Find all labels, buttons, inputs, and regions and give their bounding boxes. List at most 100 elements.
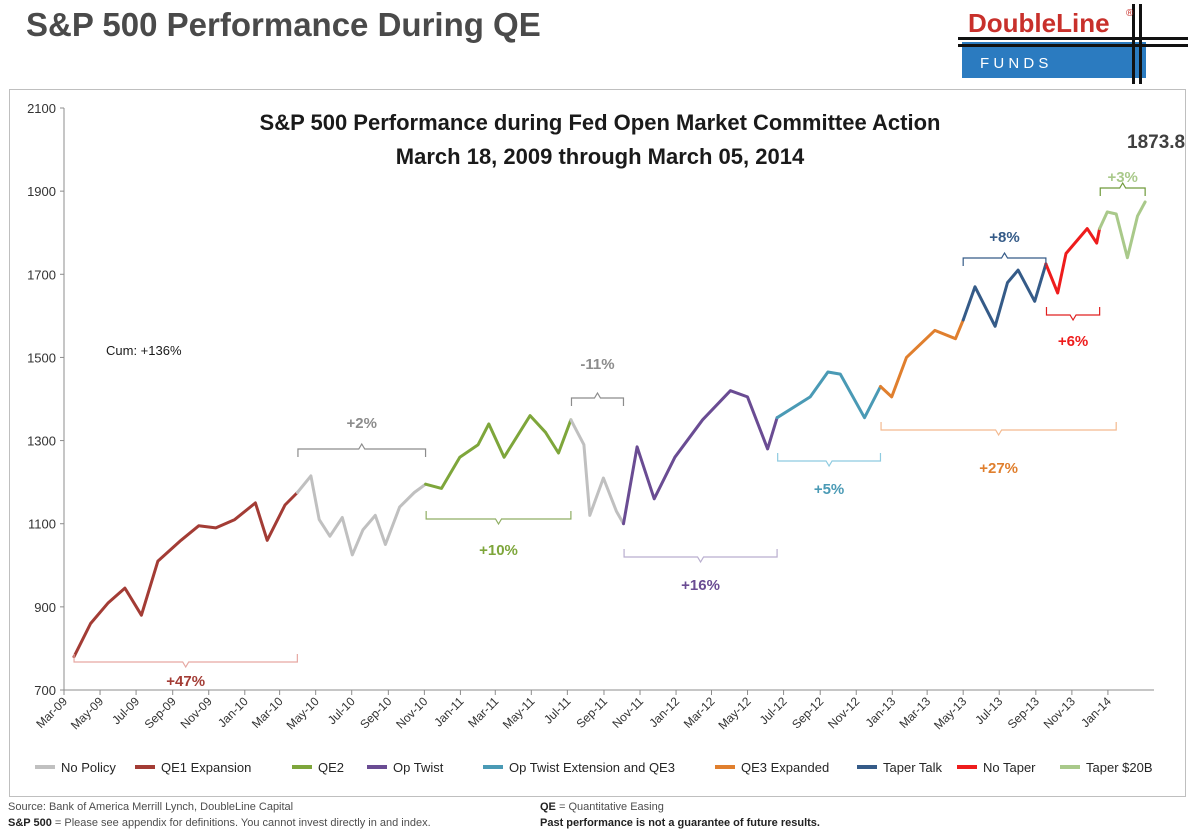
x-tick-label: Jul-11 xyxy=(541,694,574,727)
x-tick-label: Nov-11 xyxy=(610,694,647,731)
annotation-label: +6% xyxy=(1058,333,1088,350)
annotation-label: +16% xyxy=(681,577,720,594)
legend-label: No Policy xyxy=(61,760,116,775)
x-tick-label: Nov-10 xyxy=(393,694,430,731)
x-tick-label: Jan-14 xyxy=(1078,694,1114,730)
x-tick-label: Nov-12 xyxy=(825,694,862,731)
bracket-3 xyxy=(570,391,625,406)
annotation-label: +47% xyxy=(166,673,205,690)
x-tick-label: Jan-11 xyxy=(431,694,466,729)
x-tick-label: Sep-11 xyxy=(573,694,610,731)
footer-sp500-note: S&P 500 = Please see appendix for defini… xyxy=(8,815,431,831)
annotation-label: -11% xyxy=(580,356,614,373)
annotation-label: +10% xyxy=(479,542,518,559)
footer-qe-note: QE = Quantitative Easing xyxy=(540,799,820,815)
bracket-6 xyxy=(880,422,1117,437)
series-line-taper-talk xyxy=(961,262,1048,328)
legend-label: QE2 xyxy=(318,760,344,775)
x-tick-label: Sep-13 xyxy=(1005,694,1042,731)
x-tick-label: Sep-12 xyxy=(789,694,826,731)
bracket-0 xyxy=(73,654,298,669)
x-tick-label: Jul-09 xyxy=(109,694,142,727)
footer-right: QE = Quantitative Easing Past performanc… xyxy=(540,799,820,831)
sp500-chart: 700900110013001500170019002100Mar-09May-… xyxy=(27,101,1185,775)
chart-legend: No Policy QE1 Expansion QE2 Op Twist Op Twis… xyxy=(35,760,1153,775)
x-tick-label: Jul-13 xyxy=(972,694,1005,727)
footer-sp500-term: S&P 500 xyxy=(8,817,52,829)
y-tick-label: 1900 xyxy=(27,184,56,199)
chart-title: S&P 500 Performance during Fed Open Mark… xyxy=(260,110,941,135)
series-line-op-twist xyxy=(622,389,779,526)
x-tick-label: Nov-09 xyxy=(178,694,215,731)
x-tick-label: Nov-13 xyxy=(1041,694,1078,731)
bracket-1 xyxy=(297,442,427,457)
y-tick-label: 2100 xyxy=(27,101,56,116)
chart-subtitle: March 18, 2009 through March 05, 2014 xyxy=(396,144,805,169)
footer-source: Source: Bank of America Merrill Lynch, D… xyxy=(8,801,294,813)
y-tick-label: 700 xyxy=(34,683,56,698)
legend-label: Op Twist Extension and QE3 xyxy=(509,760,675,775)
series-line-taper-20b xyxy=(1098,200,1147,260)
annotation-label: +5% xyxy=(814,481,844,498)
bracket-5 xyxy=(777,453,882,468)
last-value-label: 1873.81 xyxy=(1127,132,1185,153)
x-tick-label: Mar-11 xyxy=(465,694,501,730)
legend-label: QE1 Expansion xyxy=(161,760,251,775)
x-tick-label: May-10 xyxy=(284,694,322,732)
x-tick-label: Sep-09 xyxy=(142,694,179,731)
legend-label: Taper Talk xyxy=(883,760,943,775)
bracket-2 xyxy=(425,511,572,526)
chart-brackets xyxy=(73,181,1146,669)
logo-wordmark: DoubleLine xyxy=(968,8,1110,38)
y-tick-label: 1500 xyxy=(27,350,56,365)
page-title: S&P 500 Performance During QE xyxy=(26,6,541,43)
doubleline-logo: DoubleLine ® F U N D S xyxy=(958,4,1188,84)
cumulative-label: Cum: +136% xyxy=(106,343,182,358)
bracket-4 xyxy=(623,549,778,564)
legend-label: No Taper xyxy=(983,760,1036,775)
footer-qe-def: = Quantitative Easing xyxy=(555,801,664,813)
logo-registered-mark: ® xyxy=(1126,8,1134,19)
annotation-label: +2% xyxy=(347,415,377,432)
x-tick-label: Mar-13 xyxy=(896,694,933,731)
footer-left: Source: Bank of America Merrill Lynch, D… xyxy=(8,799,431,831)
x-tick-label: May-13 xyxy=(931,694,969,732)
y-tick-label: 1700 xyxy=(27,267,56,282)
series-line-no-policy xyxy=(569,418,625,526)
annotation-label: +3% xyxy=(1107,169,1137,186)
annotation-label: +8% xyxy=(989,229,1019,246)
y-tick-label: 1100 xyxy=(28,517,56,532)
chart-labels: S&P 500 Performance during Fed Open Mark… xyxy=(106,110,1185,690)
x-tick-label: Sep-10 xyxy=(357,694,394,731)
x-tick-label: May-11 xyxy=(500,694,538,732)
legend-label: QE3 Expanded xyxy=(741,760,829,775)
logo-funds: F U N D S xyxy=(980,55,1048,72)
series-line-op-twist-extension-and-qe3 xyxy=(775,370,882,420)
y-tick-label: 900 xyxy=(34,600,56,615)
x-tick-label: May-09 xyxy=(68,694,106,732)
x-tick-label: Jan-12 xyxy=(646,694,682,730)
footer-qe-term: QE xyxy=(540,801,556,813)
annotation-label: +27% xyxy=(979,460,1018,477)
bracket-9 xyxy=(1099,181,1146,196)
legend-label: Taper $20B xyxy=(1086,760,1153,775)
chart-axes: 700900110013001500170019002100Mar-09May-… xyxy=(27,101,1154,732)
series-line-no-policy xyxy=(295,474,428,557)
x-tick-label: Mar-10 xyxy=(249,694,286,731)
bracket-7 xyxy=(962,251,1047,266)
footer-disclaimer: Past performance is not a guarantee of f… xyxy=(540,817,820,829)
series-line-qe3-expanded xyxy=(879,318,965,399)
series-line-qe1-expansion xyxy=(72,491,299,659)
x-tick-label: Mar-09 xyxy=(33,694,70,731)
x-tick-label: Jul-12 xyxy=(757,694,790,727)
series-line-qe2 xyxy=(424,414,573,490)
x-tick-label: Mar-12 xyxy=(681,694,718,731)
legend-label: Op Twist xyxy=(393,760,444,775)
y-tick-label: 1300 xyxy=(27,434,56,449)
x-tick-label: Jan-13 xyxy=(863,694,899,730)
x-tick-label: Jan-10 xyxy=(215,694,251,730)
x-tick-label: May-12 xyxy=(715,694,753,732)
footer-sp500-def: = Please see appendix for definitions. Y… xyxy=(51,817,431,829)
x-tick-label: Jul-10 xyxy=(325,694,358,727)
bracket-8 xyxy=(1045,307,1101,322)
